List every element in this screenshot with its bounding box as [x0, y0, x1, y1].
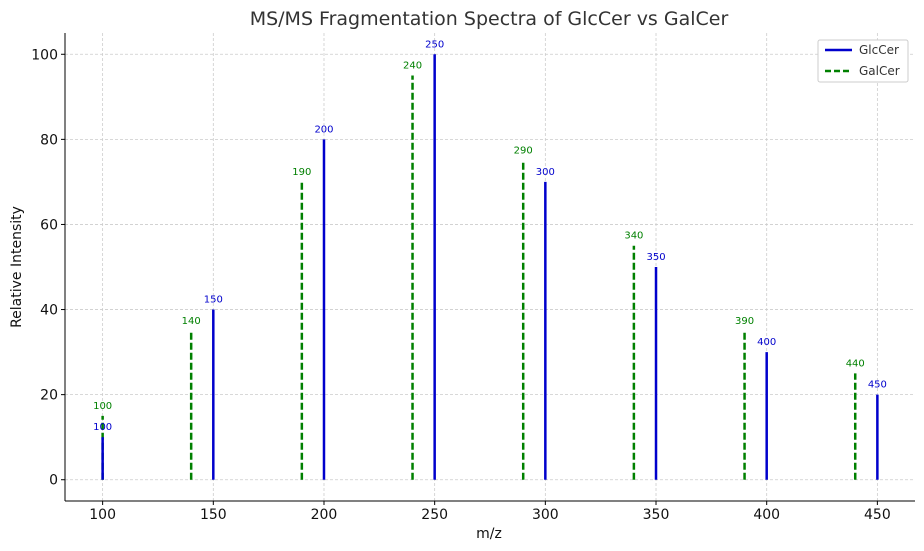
grid	[65, 33, 915, 501]
galcer-series: 100 140 190 240 290 340 390 440	[93, 61, 865, 480]
galcer-peak-label: 290	[514, 146, 533, 157]
x-tick-label: 400	[753, 507, 780, 523]
legend-galcer-label: GalCer	[859, 64, 900, 78]
legend-glccer-label: GlcCer	[859, 43, 899, 57]
tick-labels: 100 150 200 250 300 350 400 450 0 20 40 60 80 100	[31, 47, 890, 523]
y-axis-label: Relative Intensity	[9, 206, 25, 328]
legend: GlcCer GalCer	[817, 39, 909, 83]
glccer-peak-label: 100	[93, 422, 112, 433]
y-tick-label: 80	[40, 132, 58, 148]
glccer-series: 100 150 200 250 300 350 400 450	[93, 39, 887, 480]
chart-title: MS/MS Fragmentation Spectra of GlcCer vs…	[250, 8, 729, 30]
x-tick-label: 450	[864, 507, 891, 523]
galcer-peak-label: 190	[292, 167, 311, 178]
x-tick-label: 100	[89, 507, 116, 523]
y-tick-label: 40	[40, 303, 58, 319]
y-tick-label: 20	[40, 388, 58, 404]
galcer-peak-label: 390	[735, 316, 754, 327]
y-tick-label: 60	[40, 217, 58, 233]
glccer-peak-label: 300	[536, 167, 555, 178]
glccer-peak-label: 250	[425, 39, 444, 50]
x-tick-label: 150	[200, 507, 227, 523]
y-tick-label: 100	[31, 47, 58, 63]
galcer-peak-label: 140	[182, 316, 201, 327]
x-tick-label: 300	[532, 507, 559, 523]
x-tick-label: 200	[311, 507, 338, 523]
glccer-peak-label: 400	[757, 337, 776, 348]
x-tick-label: 350	[643, 507, 670, 523]
glccer-peak-label: 450	[868, 380, 887, 391]
x-tick-label: 250	[421, 507, 448, 523]
axes	[61, 33, 915, 505]
galcer-peak-label: 240	[403, 61, 422, 72]
y-tick-label: 0	[49, 473, 58, 489]
galcer-peak-label: 340	[624, 231, 643, 242]
glccer-peak-label: 350	[646, 252, 665, 263]
galcer-peak-label: 100	[93, 401, 112, 412]
x-axis-label: m/z	[476, 526, 502, 542]
galcer-peak-label: 440	[846, 358, 865, 369]
glccer-peak-label: 200	[314, 124, 333, 135]
glccer-peak-label: 150	[204, 295, 223, 306]
